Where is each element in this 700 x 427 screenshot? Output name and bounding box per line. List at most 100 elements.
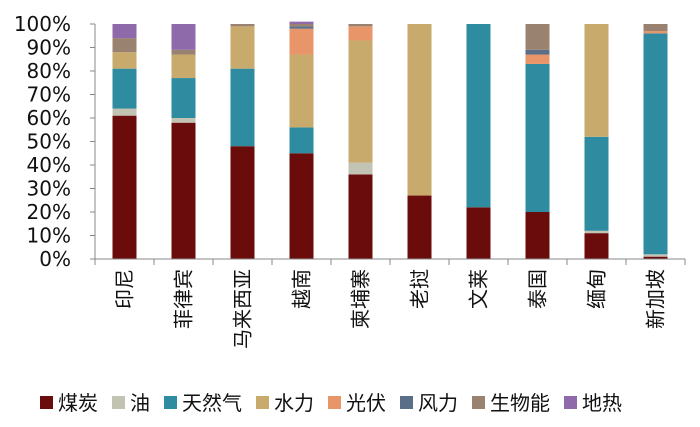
bar-segment	[584, 233, 609, 259]
bars	[112, 21, 668, 260]
bar-segment	[407, 195, 432, 259]
x-category-label: 文莱	[467, 269, 491, 309]
legend-item: 煤炭	[40, 391, 98, 415]
legend-swatch	[40, 396, 53, 409]
bar-segment	[348, 24, 373, 27]
bar-segment	[230, 68, 255, 147]
bar-segment	[289, 24, 314, 27]
bar-segment	[525, 24, 550, 50]
bar-segment	[171, 118, 196, 123]
y-axis: 0%10%20%30%40%50%60%70%80%90%100%	[14, 12, 96, 271]
bar-segment	[171, 24, 196, 50]
bar-segment	[643, 24, 668, 32]
bar-segment	[348, 26, 373, 41]
x-category-label: 柬埔寨	[349, 269, 373, 329]
bar-segment	[230, 24, 255, 27]
legend-swatch	[256, 396, 269, 409]
legend-swatch	[472, 396, 485, 409]
bar-segment	[525, 212, 550, 259]
bar-segment	[112, 115, 137, 260]
bar-segment	[643, 33, 668, 255]
bar-segment	[466, 207, 491, 259]
legend-item: 光伏	[328, 391, 386, 415]
y-tick-label: 70%	[27, 83, 71, 107]
bar-segment	[584, 136, 609, 231]
x-category-label: 越南	[290, 269, 314, 309]
bar-segment	[525, 54, 550, 64]
legend-item: 风力	[400, 391, 458, 415]
bar-segment	[289, 26, 314, 29]
legend-label: 地热	[582, 391, 622, 415]
x-category-label: 泰国	[526, 269, 550, 309]
bar-segment	[112, 38, 137, 53]
bar-segment	[289, 153, 314, 259]
legend-label: 风力	[418, 391, 458, 415]
bar-segment	[643, 31, 668, 34]
bar-segment	[466, 24, 491, 208]
y-tick-label: 30%	[27, 177, 71, 201]
y-tick-label: 0%	[39, 247, 71, 271]
bar-stack	[407, 24, 432, 259]
legend-label: 生物能	[490, 391, 550, 415]
x-category-label: 印尼	[113, 269, 137, 309]
bar-segment	[230, 146, 255, 259]
legend-item: 水力	[256, 391, 314, 415]
y-tick-label: 50%	[27, 130, 71, 154]
bar-segment	[348, 174, 373, 259]
legend-label: 水力	[274, 391, 314, 415]
x-category-label: 缅甸	[585, 269, 609, 309]
bar-segment	[112, 108, 137, 116]
y-tick-label: 90%	[27, 36, 71, 60]
bar-segment	[348, 40, 373, 163]
bar-stack	[348, 24, 373, 259]
bar-stack	[230, 24, 255, 259]
bar-segment	[407, 24, 432, 196]
bar-segment	[289, 21, 314, 24]
legend: 煤炭 油 天然气 水力 光伏 风力 生物能 地热	[40, 391, 622, 415]
bar-stack	[525, 24, 550, 259]
bar-segment	[525, 63, 550, 213]
bar-stack	[643, 24, 668, 259]
bar-segment	[525, 49, 550, 55]
legend-label: 煤炭	[58, 391, 98, 415]
bar-stack	[584, 24, 609, 259]
legend-label: 油	[130, 391, 150, 415]
x-axis: 印尼 菲律宾 马来西亚 越南 柬埔寨 老挝 文莱 泰国 缅甸 新加坡	[94, 258, 686, 349]
bar-segment	[171, 49, 196, 55]
bar-segment	[171, 54, 196, 79]
legend-label: 光伏	[346, 391, 386, 415]
bar-segment	[171, 78, 196, 118]
bar-stack	[289, 21, 314, 259]
bar-segment	[584, 24, 609, 137]
legend-swatch	[164, 396, 177, 409]
y-tick-label: 100%	[14, 12, 71, 36]
y-tick-label: 80%	[27, 59, 71, 83]
bar-segment	[112, 52, 137, 69]
legend-swatch	[112, 396, 125, 409]
y-tick-label: 60%	[27, 106, 71, 130]
bar-segment	[112, 68, 137, 109]
bar-segment	[643, 254, 668, 257]
legend-swatch	[564, 396, 577, 409]
legend-item: 油	[112, 391, 150, 415]
bar-segment	[230, 26, 255, 69]
legend-item: 天然气	[164, 391, 242, 415]
bar-segment	[289, 127, 314, 154]
bar-segment	[289, 54, 314, 128]
bar-segment	[112, 24, 137, 39]
bar-segment	[289, 28, 314, 55]
x-category-label: 马来西亚	[231, 269, 255, 349]
bar-stack	[171, 24, 196, 259]
legend-item: 地热	[564, 391, 622, 415]
y-tick-label: 20%	[27, 200, 71, 224]
bar-stack	[112, 24, 137, 260]
y-tick-label: 40%	[27, 153, 71, 177]
legend-swatch	[328, 396, 341, 409]
bar-segment	[643, 256, 668, 259]
bar-stack	[466, 24, 491, 259]
bar-segment	[171, 122, 196, 259]
legend-label: 天然气	[182, 391, 242, 415]
legend-item: 生物能	[472, 391, 550, 415]
x-category-label: 菲律宾	[172, 269, 196, 329]
